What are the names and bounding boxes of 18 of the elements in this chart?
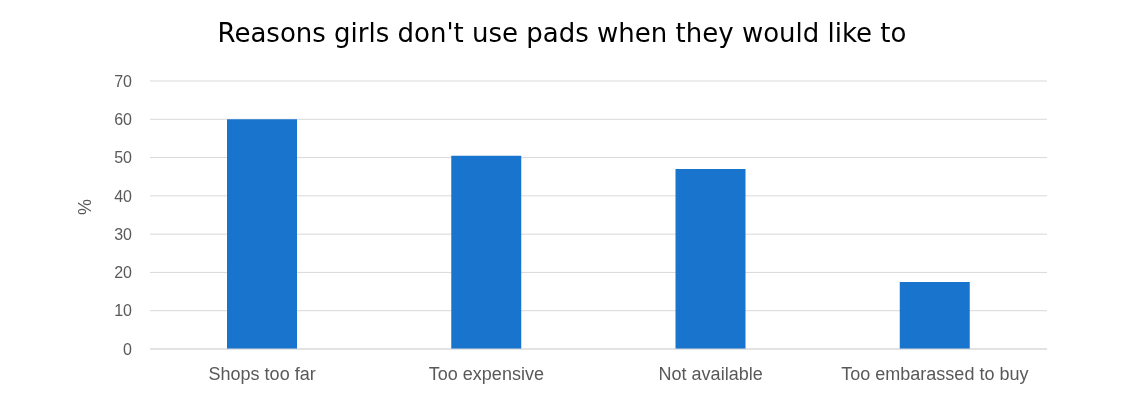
y-tick-label: 30 (114, 225, 133, 243)
y-tick-label: 70 (114, 72, 133, 90)
y-tick-label: 10 (114, 302, 133, 320)
x-tick-label: Shops too far (208, 363, 316, 384)
x-tick-label: Too embarassed to buy (841, 363, 1029, 384)
x-tick-label: Too expensive (428, 363, 544, 384)
y-axis-title: % (75, 198, 96, 215)
bar (451, 155, 522, 349)
bar (899, 282, 970, 349)
y-tick-label: 50 (114, 149, 133, 167)
x-tick-label: Not available (658, 363, 763, 384)
y-tick-label: 0 (123, 340, 133, 358)
bar (227, 119, 297, 349)
y-tick-label: 20 (114, 264, 133, 282)
y-tick-label: 40 (114, 187, 133, 205)
chart-title: Reasons girls don't use pads when they would like to (216, 18, 908, 48)
bar (675, 169, 746, 349)
y-tick-label: 60 (114, 110, 133, 128)
